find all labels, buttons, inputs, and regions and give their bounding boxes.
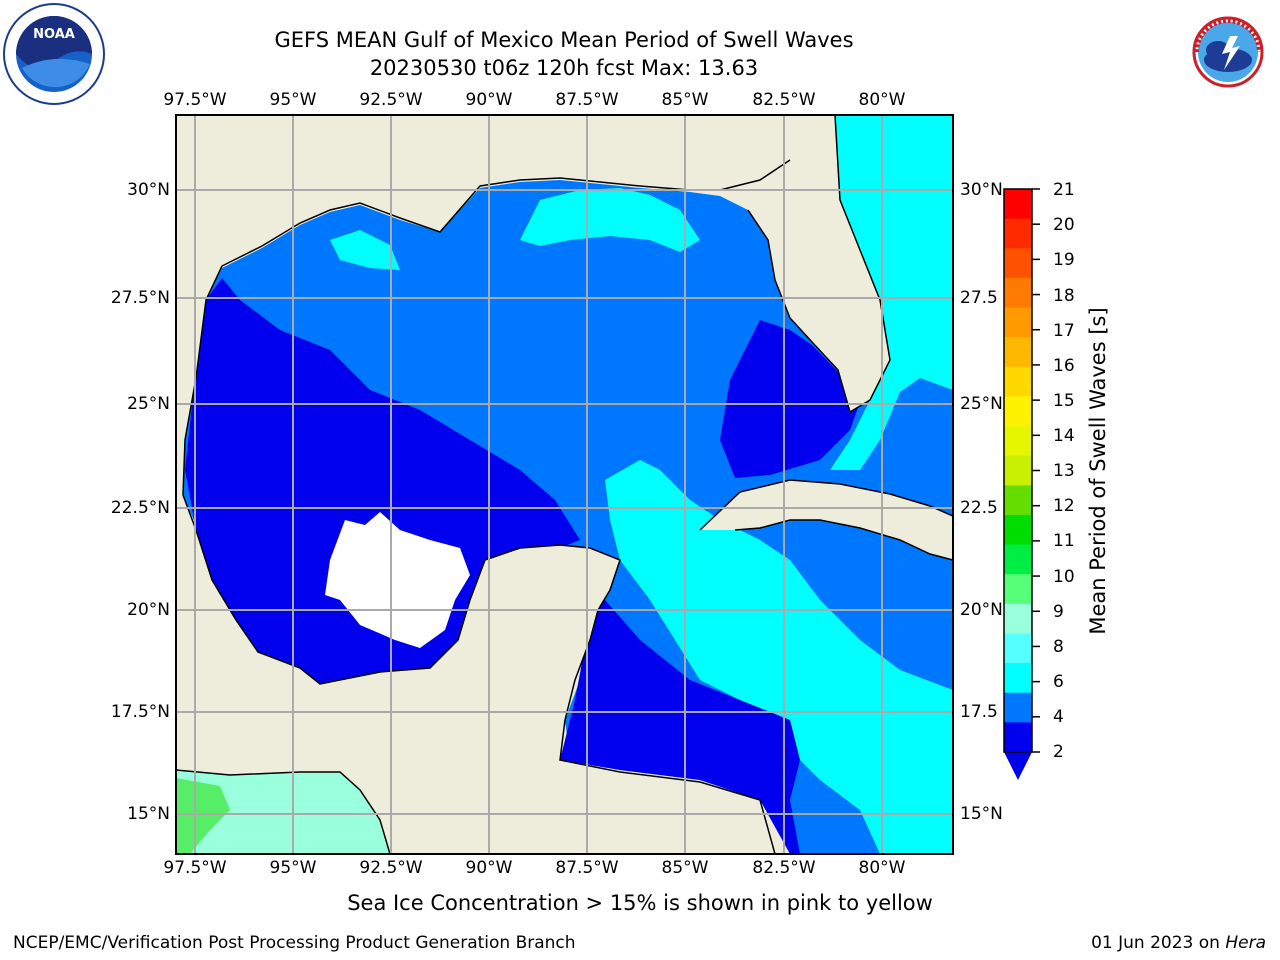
colorbar-segment xyxy=(1004,455,1032,486)
colorbar-tick-label: 6 xyxy=(1053,672,1064,692)
lon-label-top: 82.5°W xyxy=(752,90,816,110)
footer-date: 01 Jun 2023 on Hera xyxy=(1091,933,1266,953)
colorbar-segment xyxy=(1004,396,1032,427)
gridlines xyxy=(176,115,953,854)
land-yucatan xyxy=(176,545,790,854)
lat-label-right: 17.5 xyxy=(960,702,998,722)
cyan-area-central xyxy=(330,230,400,270)
lon-label-top: 87.5°W xyxy=(555,90,619,110)
colorbar-segment xyxy=(1004,633,1032,664)
colorbar-tick-label: 21 xyxy=(1053,180,1075,200)
lon-label-bottom: 82.5°W xyxy=(752,858,816,878)
lon-label-bottom: 87.5°W xyxy=(555,858,619,878)
colorbar-tick-marks xyxy=(1032,188,1040,753)
lat-label-left: 20°N xyxy=(127,600,170,620)
colorbar-segment xyxy=(1004,544,1032,575)
gulf-ocean-dark-west xyxy=(185,278,580,684)
colorbar-segment xyxy=(1004,574,1032,605)
colorbar-tick-label: 9 xyxy=(1053,602,1064,622)
colorbar-tick-label: 11 xyxy=(1053,531,1075,551)
colorbar-tick-label: 17 xyxy=(1053,321,1075,341)
colorbar-segment xyxy=(1004,337,1032,368)
noaa-logo-text: NOAA xyxy=(33,27,75,42)
colorbar-segment xyxy=(1004,692,1032,723)
lat-label-right: 15°N xyxy=(960,804,1003,824)
colorbar-tick-label: 15 xyxy=(1053,391,1075,411)
colorbar-segment xyxy=(1004,218,1032,249)
colorbar-segment xyxy=(1004,277,1032,309)
cyan-area-north xyxy=(520,188,700,252)
pacific-green-patch xyxy=(176,778,230,854)
lat-label-right: 25°N xyxy=(960,394,1003,414)
land-us-north xyxy=(176,115,800,495)
noaa-logo: NOAA xyxy=(3,3,105,105)
colorbar-tick-label: 2 xyxy=(1053,742,1064,762)
footer-credit: NCEP/EMC/Verification Post Processing Pr… xyxy=(13,933,576,953)
lon-label-bottom: 80°W xyxy=(858,858,906,878)
colorbar-tick-label: 19 xyxy=(1053,250,1075,270)
lon-label-bottom: 95°W xyxy=(269,858,317,878)
nws-logo xyxy=(1181,5,1275,99)
colorbar-segment xyxy=(1004,603,1032,634)
colorbar-tick-label: 20 xyxy=(1053,215,1075,235)
lon-label-bottom: 97.5°W xyxy=(163,858,227,878)
colorbar-extend-arrow xyxy=(1004,752,1032,780)
lon-label-top: 92.5°W xyxy=(359,90,423,110)
colorbar-segment xyxy=(1004,485,1032,516)
gulf-ocean-dark-east xyxy=(720,320,860,478)
cyan-area-yucatan xyxy=(605,460,953,854)
land-cuba xyxy=(700,480,953,560)
colorbar-segment xyxy=(1004,189,1032,220)
lon-label-top: 90°W xyxy=(465,90,513,110)
lon-label-bottom: 92.5°W xyxy=(359,858,423,878)
lon-label-top: 85°W xyxy=(661,90,709,110)
sea-ice-note: Sea Ice Concentration > 15% is shown in … xyxy=(347,891,933,915)
missing-data-area xyxy=(325,512,470,648)
lat-label-left: 22.5°N xyxy=(110,498,170,518)
lat-label-left: 15°N xyxy=(127,804,170,824)
colorbar-segment xyxy=(1004,514,1032,546)
colorbar-segment xyxy=(1004,722,1032,753)
colorbar-tick-label: 14 xyxy=(1053,426,1075,446)
lon-label-top: 97.5°W xyxy=(163,90,227,110)
lon-label-top: 80°W xyxy=(858,90,906,110)
colorbar-tick-label: 4 xyxy=(1053,707,1064,727)
colorbar-tick-label: 13 xyxy=(1053,461,1075,481)
lon-label-top: 95°W xyxy=(269,90,317,110)
colorbar xyxy=(1004,189,1032,753)
footer-system: Hera xyxy=(1225,933,1266,953)
lat-label-left: 17.5°N xyxy=(110,702,170,722)
colorbar-segment xyxy=(1004,366,1032,397)
colorbar-tick-label: 18 xyxy=(1053,286,1075,306)
lon-label-bottom: 90°W xyxy=(465,858,513,878)
colorbar-tick-label: 10 xyxy=(1053,567,1075,587)
lat-label-right: 20°N xyxy=(960,600,1003,620)
colorbar-segment xyxy=(1004,248,1032,279)
lon-label-bottom: 85°W xyxy=(661,858,709,878)
colorbar-tick-label: 16 xyxy=(1053,356,1075,376)
map-frame xyxy=(175,114,954,855)
cyan-area-atlantic xyxy=(830,115,953,470)
lat-label-left: 25°N xyxy=(127,394,170,414)
colorbar-tick-label: 12 xyxy=(1053,496,1075,516)
colorbar-title: Mean Period of Swell Waves [s] xyxy=(1086,307,1110,635)
colorbar-segment xyxy=(1004,426,1032,457)
map-subtitle: 20230530 t06z 120h fcst Max: 13.63 xyxy=(369,56,759,80)
map-title: GEFS MEAN Gulf of Mexico Mean Period of … xyxy=(274,28,854,52)
lat-label-right: 22.5 xyxy=(960,498,998,518)
lat-label-right: 27.5 xyxy=(960,288,998,308)
lat-label-left: 27.5°N xyxy=(110,288,170,308)
caribbean-ocean-dark xyxy=(560,600,800,854)
lat-label-right: 30°N xyxy=(960,180,1003,200)
pacific-ocean-area xyxy=(176,770,390,854)
footer-date-text: 01 Jun 2023 on xyxy=(1091,933,1226,953)
colorbar-tick-label: 8 xyxy=(1053,637,1064,657)
colorbar-segment xyxy=(1004,307,1032,338)
colorbar-segment xyxy=(1004,663,1032,694)
lat-label-left: 30°N xyxy=(127,180,170,200)
